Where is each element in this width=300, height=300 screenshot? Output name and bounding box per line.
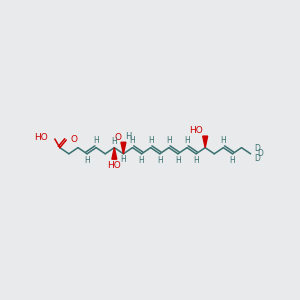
Text: HO: HO bbox=[107, 161, 121, 170]
Text: H: H bbox=[157, 156, 163, 165]
Polygon shape bbox=[112, 148, 117, 159]
Text: H: H bbox=[193, 156, 199, 165]
Polygon shape bbox=[203, 136, 208, 148]
Text: H: H bbox=[84, 156, 90, 165]
Text: H: H bbox=[220, 136, 226, 145]
Text: D: D bbox=[254, 154, 260, 163]
Text: H: H bbox=[175, 156, 181, 165]
Text: HO: HO bbox=[34, 133, 48, 142]
Text: H: H bbox=[121, 155, 126, 164]
Text: O: O bbox=[70, 135, 77, 144]
Text: HO: HO bbox=[189, 126, 203, 135]
Text: O: O bbox=[115, 133, 122, 142]
Text: H: H bbox=[125, 132, 131, 141]
Text: H: H bbox=[184, 136, 190, 145]
Text: H: H bbox=[148, 136, 154, 145]
Text: H: H bbox=[93, 136, 99, 145]
Text: H: H bbox=[139, 156, 145, 165]
Text: H: H bbox=[130, 136, 135, 145]
Text: H: H bbox=[230, 156, 235, 165]
Text: H: H bbox=[112, 137, 117, 146]
Text: D: D bbox=[254, 144, 260, 153]
Text: D: D bbox=[258, 148, 264, 158]
Text: H: H bbox=[166, 136, 172, 145]
Polygon shape bbox=[121, 142, 126, 154]
